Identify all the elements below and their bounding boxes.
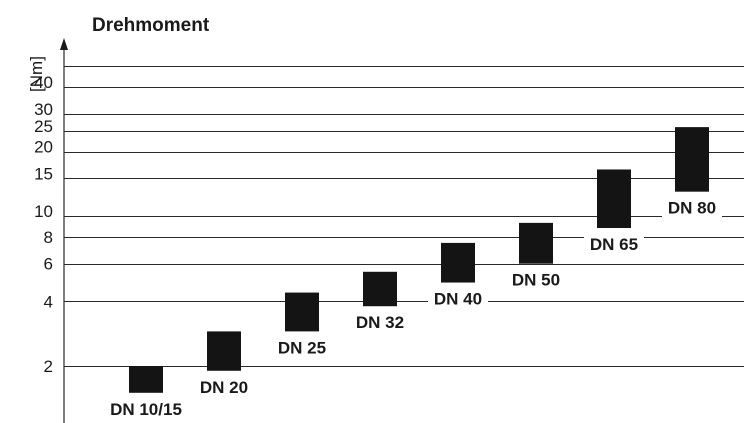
- y-tick-label: 2: [44, 357, 53, 376]
- bar-label: DN 10/15: [110, 400, 182, 419]
- bar-label: DN 32: [356, 313, 404, 332]
- y-tick-label: 20: [34, 138, 53, 157]
- bar-label: DN 50: [512, 271, 560, 290]
- label-background: [272, 336, 332, 359]
- bar-label: DN 80: [668, 199, 716, 218]
- bar: [129, 366, 163, 393]
- y-tick-label: 15: [34, 164, 53, 183]
- bar: [441, 242, 475, 283]
- data-labels: DN 10/15 DN 20 DN 25 DN 32 DN 40 DN 50 DN 65 DN…: [100, 196, 722, 420]
- y-tick-label: 40: [34, 73, 53, 92]
- bar: [207, 331, 241, 371]
- label-background: [350, 311, 410, 334]
- bar: [285, 292, 319, 332]
- bar: [519, 222, 553, 264]
- bar-label: DN 65: [590, 235, 638, 254]
- bar: [597, 169, 631, 229]
- label-background: [428, 287, 488, 310]
- label-background: [506, 268, 566, 291]
- bar-label: DN 20: [200, 378, 248, 397]
- y-tick-label: 8: [44, 228, 53, 247]
- y-tick-label: 4: [44, 292, 53, 311]
- bars: [129, 127, 709, 393]
- label-background: [584, 233, 644, 256]
- label-background: [100, 397, 192, 420]
- y-tick-label: 25: [34, 117, 53, 136]
- grid-lines: [64, 66, 744, 367]
- bar: [675, 127, 709, 192]
- y-axis-label: [Nm]: [27, 56, 46, 92]
- chart-title: Drehmoment: [92, 15, 210, 36]
- y-tick-label: 6: [44, 255, 53, 274]
- bar-label: DN 40: [434, 290, 482, 309]
- y-tick-label: 30: [34, 100, 53, 119]
- y-tick-label: 10: [34, 202, 53, 221]
- bar-label: DN 25: [278, 338, 326, 357]
- label-background: [194, 375, 254, 398]
- bar: [363, 271, 397, 307]
- label-background: [662, 196, 722, 219]
- y-axis-arrow-icon: [60, 38, 68, 50]
